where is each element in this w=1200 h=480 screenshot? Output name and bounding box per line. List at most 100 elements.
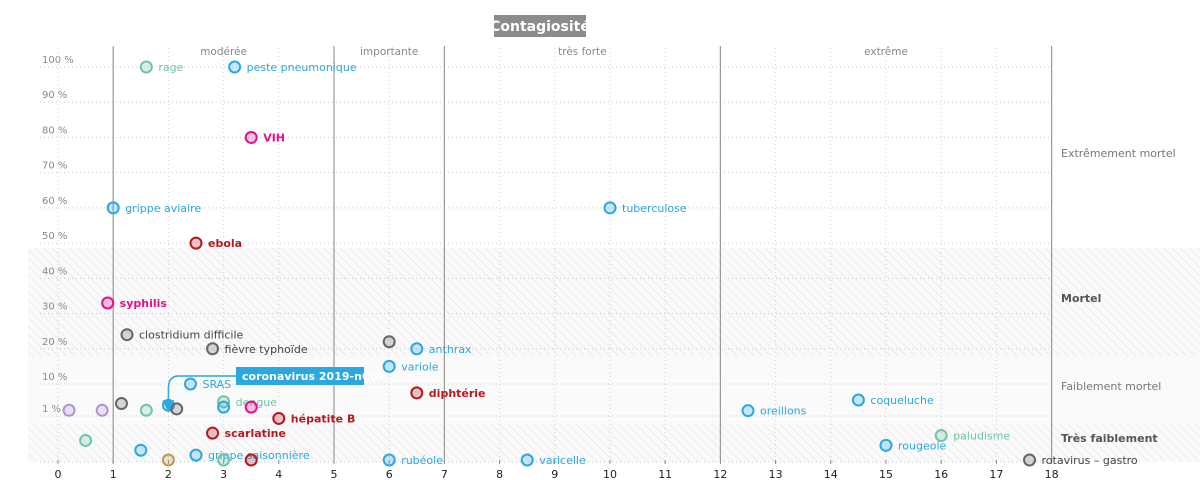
data-point[interactable]: hépatite B	[272, 411, 356, 425]
data-point[interactable]: grippe aviaire	[106, 201, 202, 215]
point-marker[interactable]	[189, 448, 203, 462]
point-marker[interactable]	[851, 393, 865, 407]
point-marker[interactable]	[79, 433, 93, 447]
data-point[interactable]: syphilis	[101, 296, 167, 310]
point-label: tuberculose	[622, 202, 687, 215]
point-marker[interactable]	[741, 404, 755, 418]
point-marker[interactable]	[217, 453, 231, 467]
data-point[interactable]	[161, 453, 175, 467]
point-label: rougeole	[898, 439, 947, 452]
point-marker[interactable]	[139, 403, 153, 417]
x-tick-label: 10	[603, 468, 617, 480]
data-point[interactable]: coqueluche	[851, 393, 934, 407]
data-point[interactable]: tuberculose	[603, 201, 687, 215]
x-tick-label: 12	[713, 468, 727, 480]
callout-box	[236, 367, 364, 385]
data-point[interactable]: diphtérie	[410, 386, 486, 400]
point-marker[interactable]	[1023, 453, 1037, 467]
data-point[interactable]: SRAS	[183, 377, 231, 391]
point-marker[interactable]	[244, 453, 258, 467]
data-point[interactable]: rotavirus – gastro	[1023, 453, 1138, 467]
point-marker[interactable]	[95, 403, 109, 417]
data-point[interactable]: rougeole	[879, 438, 947, 452]
data-point[interactable]: rage	[139, 60, 184, 74]
point-marker[interactable]	[603, 201, 617, 215]
point-marker[interactable]	[410, 342, 424, 356]
point-label: clostridium difficile	[139, 329, 244, 342]
point-marker[interactable]	[934, 429, 948, 443]
y-tick-label: 1 %	[42, 404, 61, 415]
data-point[interactable]	[244, 453, 258, 467]
x-tick-label: 4	[275, 468, 282, 480]
data-point[interactable]: fièvre typhoïde	[206, 342, 308, 356]
band-label: Faiblement mortel	[1061, 380, 1161, 393]
point-marker[interactable]	[879, 438, 893, 452]
point-marker[interactable]	[272, 411, 286, 425]
point-marker[interactable]	[382, 453, 396, 467]
data-point[interactable]: paludisme	[934, 429, 1011, 443]
point-label: scarlatine	[225, 427, 286, 440]
data-point[interactable]: clostridium difficile	[120, 328, 244, 342]
point-marker[interactable]	[114, 397, 128, 411]
data-point[interactable]	[62, 403, 76, 417]
point-marker[interactable]	[134, 443, 148, 457]
point-label: coqueluche	[870, 394, 934, 407]
x-tick-label: 0	[55, 468, 62, 480]
point-marker[interactable]	[410, 386, 424, 400]
data-point[interactable]: ebola	[189, 236, 243, 250]
x-tick-label: 7	[441, 468, 448, 480]
point-marker[interactable]	[106, 201, 120, 215]
band-label: Mortel	[1061, 292, 1101, 305]
data-point[interactable]: varicelle	[520, 453, 586, 467]
data-point[interactable]: oreillons	[741, 404, 807, 418]
point-marker[interactable]	[217, 400, 231, 414]
point-marker[interactable]	[520, 453, 534, 467]
data-point[interactable]: grippe saisonnière	[189, 448, 310, 462]
point-marker[interactable]	[206, 342, 220, 356]
mortality-band	[28, 424, 1200, 462]
data-point[interactable]	[217, 400, 231, 414]
data-point[interactable]	[382, 335, 396, 349]
point-marker[interactable]	[161, 453, 175, 467]
data-point[interactable]	[170, 402, 184, 416]
data-point[interactable]: rubéole	[382, 453, 444, 467]
point-marker[interactable]	[244, 130, 258, 144]
point-marker[interactable]	[183, 377, 197, 391]
y-tick-label: 20 %	[42, 337, 67, 348]
data-point[interactable]: VIH	[244, 130, 285, 144]
data-point[interactable]: anthrax	[410, 342, 472, 356]
data-point[interactable]	[244, 400, 258, 414]
x-tick-label: 15	[879, 468, 893, 480]
point-label: hépatite B	[291, 412, 356, 425]
x-tick-label: 18	[1045, 468, 1059, 480]
data-point[interactable]	[134, 443, 148, 457]
point-marker[interactable]	[244, 400, 258, 414]
point-marker[interactable]	[228, 60, 242, 74]
data-point[interactable]	[79, 433, 93, 447]
data-point[interactable]	[114, 397, 128, 411]
point-label: anthrax	[429, 343, 472, 356]
point-marker[interactable]	[62, 403, 76, 417]
point-marker[interactable]	[170, 402, 184, 416]
x-tick-label: 16	[934, 468, 948, 480]
y-tick-label: 80 %	[42, 125, 67, 136]
point-marker[interactable]	[382, 335, 396, 349]
point-marker[interactable]	[120, 328, 134, 342]
y-tick-label: 70 %	[42, 161, 67, 172]
data-point[interactable]	[139, 403, 153, 417]
x-tick-label: 13	[769, 468, 783, 480]
point-marker[interactable]	[206, 426, 220, 440]
zone-label: très forte	[558, 46, 607, 58]
data-point[interactable]	[95, 403, 109, 417]
point-marker[interactable]	[382, 359, 396, 373]
point-marker[interactable]	[139, 60, 153, 74]
data-point[interactable]: variole	[382, 359, 439, 373]
data-point[interactable]	[217, 453, 231, 467]
mortality-band	[28, 48, 1200, 248]
data-point[interactable]: scarlatine	[206, 426, 286, 440]
point-marker[interactable]	[101, 296, 115, 310]
point-marker[interactable]	[189, 236, 203, 250]
data-point[interactable]: peste pneumonique	[228, 60, 357, 74]
